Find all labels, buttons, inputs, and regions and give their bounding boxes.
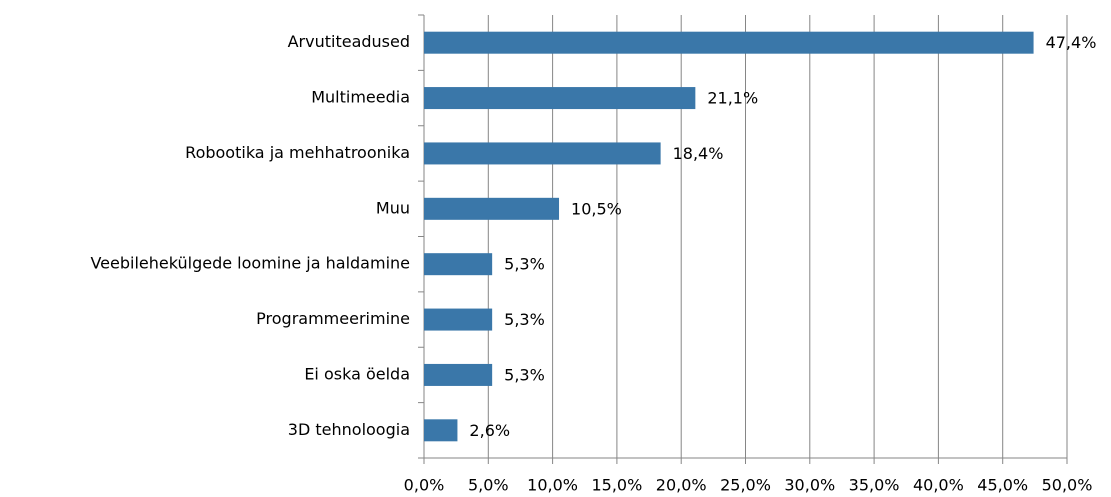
y-tick-label: Veebilehekülgede loomine ja haldamine <box>90 254 410 273</box>
x-tick-label: 50,0% <box>1042 476 1093 495</box>
bar <box>424 363 493 386</box>
x-tick-label: 0,0% <box>404 476 445 495</box>
value-label: 21,1% <box>707 89 758 108</box>
bar <box>424 197 560 220</box>
y-tick-label: Multimeedia <box>311 88 410 107</box>
bar <box>424 142 661 165</box>
value-label: 5,3% <box>504 310 545 329</box>
bar <box>424 87 696 110</box>
x-tick-label: 20,0% <box>656 476 707 495</box>
y-tick-label: 3D tehnoloogia <box>288 420 410 439</box>
value-label: 18,4% <box>673 144 724 163</box>
y-tick-label: Ei oska öelda <box>304 364 410 383</box>
value-label: 5,3% <box>504 255 545 274</box>
y-tick-label: Robootika ja mehhatroonika <box>185 143 410 162</box>
value-label: 10,5% <box>571 199 622 218</box>
x-tick-label: 5,0% <box>468 476 509 495</box>
bar <box>424 253 493 276</box>
bar <box>424 308 493 331</box>
x-tick-label: 15,0% <box>591 476 642 495</box>
x-tick-label: 35,0% <box>849 476 900 495</box>
value-label: 47,4% <box>1046 33 1097 52</box>
y-tick-label: Muu <box>376 198 410 217</box>
x-tick-label: 45,0% <box>977 476 1028 495</box>
bar <box>424 31 1034 54</box>
x-tick-label: 10,0% <box>527 476 578 495</box>
value-label: 2,6% <box>469 421 510 440</box>
value-label: 5,3% <box>504 365 545 384</box>
y-tick-label: Arvutiteadused <box>288 32 410 51</box>
x-tick-label: 30,0% <box>784 476 835 495</box>
y-tick-label: Programmeerimine <box>256 309 410 328</box>
x-tick-label: 40,0% <box>913 476 964 495</box>
bar <box>424 419 458 442</box>
x-tick-label: 25,0% <box>720 476 771 495</box>
